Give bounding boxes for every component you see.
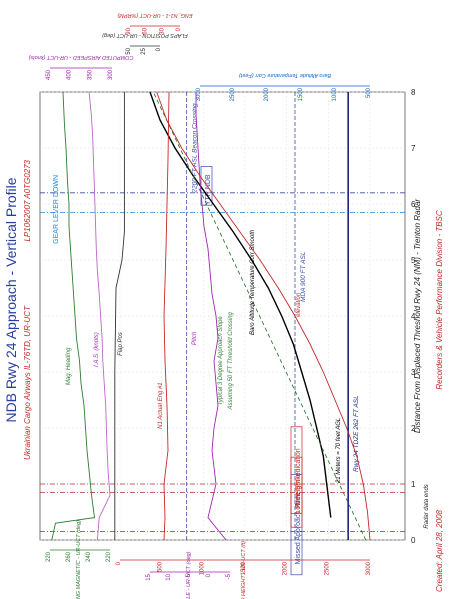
chart-annotation: Assuming 50 FT Threshold Crossing [228, 311, 234, 410]
right-axis-tick: 350 [87, 69, 93, 80]
left-axis-tick: 220 [106, 551, 112, 562]
right-axis-tick: 400 [67, 69, 73, 80]
left-axis-tick: 15 [146, 573, 152, 580]
x-tick-labels: 0 1 2 3 4 5 6 7 8 [411, 88, 416, 545]
right-axis-tick: 90 [126, 27, 132, 34]
x-tick-label: 1 [411, 480, 416, 489]
x-tick-label: 4 [411, 312, 416, 321]
x-tick-label: 3 [411, 368, 416, 377]
right-axis-tick: 50 [126, 47, 132, 54]
left-axis-tick: -5 [226, 573, 232, 579]
left-axis-tick: 3000 [366, 561, 372, 575]
x-tick-label: 8 [411, 88, 416, 97]
altitude-marker-label: 2200 FT ASL Beacon Crossing [192, 103, 199, 194]
marker-box [290, 426, 303, 528]
distance-marker-label: GEAR LEVER DOWN [53, 175, 60, 244]
series-line [156, 91, 371, 541]
series-line [88, 91, 111, 541]
chart-subtitle: Ukrainian Cargo Airways IL-76TD, UR-UCT [23, 305, 32, 460]
right-axis-label: FLAPS POSITION - UR-UCT (deg) [102, 32, 188, 38]
series-line [149, 91, 332, 518]
chart-annotation: I.A.S. (knots) [94, 332, 100, 367]
left-axis-tick: 220 [46, 551, 52, 562]
left-axes: 220 260 240 220 HEADING MAGNETIC - UR-UCT (d… [46, 520, 372, 599]
right-axis-tick: 500 [366, 87, 372, 98]
chart-annotation: 21 Meters = 70 feet AGL [336, 418, 342, 484]
annotations-layer: Baro Altitude Temperature Corr Smooth ele… [66, 229, 430, 528]
right-axis-tick: 1000 [332, 87, 338, 101]
series-line [51, 91, 96, 541]
chart-annotation: Flap Pos [118, 332, 124, 356]
x-tick-label: 2 [411, 424, 416, 433]
left-axis-tick: 0 [206, 573, 212, 577]
division-credit: Recorders & Vehicle Performance Division… [435, 210, 444, 390]
left-axis-tick: 2000 [283, 561, 289, 575]
series-layer [51, 91, 371, 541]
chart-title: NDB Rwy 24 Approach - Vertical Profile [3, 177, 19, 422]
right-axis-tick: 0 [156, 47, 162, 51]
left-axis-tick: 260 [66, 551, 72, 562]
chart-annotation: N1 Actual Eng #1 [158, 382, 164, 428]
x-tick-label: 5 [411, 256, 416, 265]
series-line [163, 91, 170, 541]
right-axis-tick: 1500 [298, 87, 304, 101]
left-axis-tick: 1000 [199, 561, 205, 575]
chart-annotation: elevation [296, 292, 302, 317]
distance-marker-label: Missed Approach Point [295, 493, 302, 565]
left-axis-tick: 0 [116, 561, 122, 565]
right-axis-tick: 60 [143, 27, 149, 34]
left-axis-label: HEADING MAGNETIC - UR-UCT (deg) [76, 520, 82, 599]
altitude-marker-label: Rwy 24 TDZE 262 FT ASL [353, 395, 360, 472]
distance-marker-label: Tree Strike [295, 472, 302, 506]
series-line [152, 91, 367, 541]
right-axis-label: ENG_N1-1 - UR-UCT (%RPM) [117, 12, 192, 18]
right-axis-tick: 300 [108, 69, 114, 80]
left-axis-tick: 2500 [324, 561, 330, 575]
right-axis-label: COMPUTED AIRSPEED - UR-UCT (knots) [28, 54, 133, 60]
plot-area [39, 91, 406, 541]
right-axis-tick: 25 [141, 47, 147, 54]
right-axis-tick: 30 [159, 27, 165, 34]
left-axis-tick: 240 [86, 551, 92, 562]
left-axis-tick: 1500 [241, 561, 247, 575]
left-axis-label: PITCH ANGLE - UR-UCT (deg) [186, 551, 192, 599]
series-line [114, 92, 125, 540]
chart-annotation: Typical 3 Degree Approach Slope [218, 316, 224, 406]
chart-annotation: Radar data ends [424, 484, 430, 528]
chart-annotation: Mag. Heading [66, 347, 72, 385]
left-axis-label: RADIO HEIGHT - UR-UCT (ft) [241, 541, 247, 599]
altitude-marker-label: MDA 900 FT ASL [300, 251, 307, 302]
right-axis-tick: 0 [176, 27, 182, 31]
right-axis-tick: 2500 [230, 87, 236, 101]
x-tick-label: 6 [411, 200, 416, 209]
chart-annotation: Baro Altitude Temperature Corr Smooth [250, 229, 256, 335]
left-axis-tick: 10 [166, 573, 172, 580]
distance-marker-label: Low height indication [295, 448, 302, 513]
flight-id: LP1062007 A0TG0273 [23, 159, 32, 241]
right-axis-label: Baro Altitude Temperature Corr (Feet) [239, 72, 331, 78]
chart-annotation: Pitch [192, 331, 198, 345]
left-axis-tick: 5 [186, 573, 192, 577]
right-axis-tick: 2000 [264, 87, 270, 101]
distance-marker-label: YTR NDB [205, 174, 212, 205]
right-axis-tick: 450 [46, 69, 52, 80]
created-date: Created: April 28, 2008 [435, 509, 444, 592]
x-tick-label: 7 [411, 144, 416, 153]
left-axis-tick: 500 [158, 561, 164, 572]
x-tick-label: 0 [411, 536, 416, 545]
series-line [195, 92, 227, 541]
right-axis-tick: 3000 [196, 87, 202, 101]
x-axis-label: Distance From Displaced Threshold Rwy 24… [413, 199, 422, 433]
